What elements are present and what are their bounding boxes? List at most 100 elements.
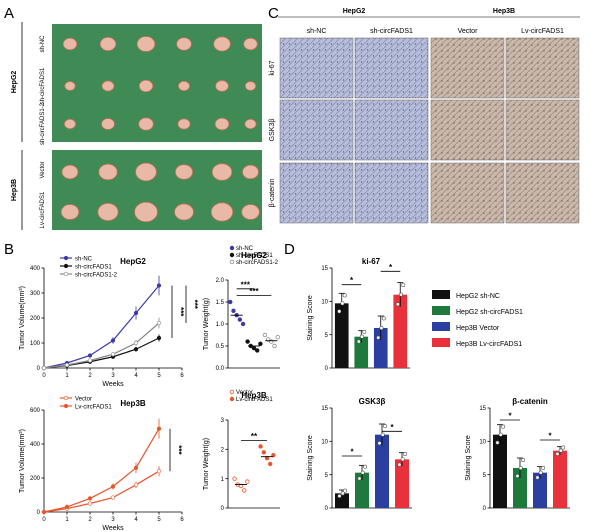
chart-title: HepG2 <box>120 257 146 266</box>
data-point <box>157 336 161 340</box>
data-point <box>88 354 92 358</box>
data-point <box>363 330 366 333</box>
y-tick-label: 0 <box>325 506 329 512</box>
column-number: 1 <box>64 17 68 24</box>
y-tick-label: 600 <box>30 408 41 414</box>
y-tick-label: 0.0 <box>216 366 225 372</box>
bar <box>553 451 567 508</box>
y-tick-label: 15 <box>479 406 486 412</box>
data-point <box>134 347 138 351</box>
data-point <box>401 458 404 461</box>
data-point <box>134 341 138 345</box>
data-point <box>228 300 232 304</box>
tumor-specimen <box>63 38 77 50</box>
legend-marker <box>230 397 234 401</box>
legend-entry: sh-circFADS1-2 <box>236 260 279 266</box>
ihc-image <box>355 100 428 160</box>
legend-entry: Hep3B Vector <box>456 325 500 332</box>
data-point <box>536 476 539 479</box>
legend-entry: sh-circFADS1 <box>236 253 273 259</box>
chart-hepg2-tumor-weight: HepG20.00.51.01.52.0Tumor Weight(g)sh-NC… <box>203 246 280 372</box>
series-line <box>44 471 159 512</box>
tumor-specimen <box>99 164 117 180</box>
chart-title: GSK3β <box>359 397 386 406</box>
ihc-image <box>431 38 504 98</box>
chart-hep3b-tumor-weight: Hep3B0123Tumor Weight(g)VectorLv-circFAD… <box>203 390 280 512</box>
legend-entry: HepG2 sh-NC <box>456 293 500 300</box>
tumor-specimen <box>244 38 258 50</box>
y-tick-label: 1.5 <box>216 300 225 306</box>
tumor-specimen <box>175 165 192 180</box>
row-label-sh-nc: sh-NC <box>40 35 46 53</box>
ihc-image <box>506 38 579 98</box>
x-tick-label: 2 <box>88 517 92 523</box>
column-number: 7 <box>181 17 185 24</box>
data-point <box>232 309 236 313</box>
tumor-specimen <box>62 165 78 179</box>
panel-c-ihc-grid: HepG2 Hep3B sh-NCsh-circFADS1VectorLv-ci… <box>269 8 580 223</box>
legend-entry: Lv-circFADS1 <box>75 404 112 410</box>
panel-label-a: A <box>4 5 14 22</box>
legend-marker <box>64 264 68 268</box>
significance-marker: *** <box>174 445 183 455</box>
data-point <box>262 450 266 454</box>
ihc-group-hep3b: Hep3B <box>493 8 515 15</box>
ihc-image <box>280 38 353 98</box>
y-tick-label: 15 <box>321 406 328 412</box>
data-point <box>246 480 250 484</box>
data-point <box>363 465 366 468</box>
tumor-specimen <box>212 164 232 181</box>
ihc-image <box>355 38 428 98</box>
data-point <box>276 335 280 339</box>
panel-a-tumor-photos: HepG2 Hep3B sh-NC sh-circFADS1 sh-circFA… <box>11 17 263 230</box>
data-point <box>111 496 115 500</box>
x-tick-label: 5 <box>157 517 161 523</box>
tumor-specimen <box>102 119 115 130</box>
significance-marker: *** <box>176 307 185 317</box>
x-tick-label: 2 <box>88 373 92 379</box>
ihc-group-hepg2: HepG2 <box>343 8 366 15</box>
x-axis-label: Weeks <box>102 381 124 388</box>
y-tick-label: 3 <box>221 418 225 424</box>
x-tick-label: 6 <box>180 517 184 523</box>
ihc-image <box>506 163 579 223</box>
y-tick-label: 5 <box>483 473 487 479</box>
y-tick-label: 0 <box>325 366 329 372</box>
significance-marker: * <box>548 432 552 441</box>
x-tick-label: 3 <box>111 517 115 523</box>
data-point <box>111 485 115 489</box>
ihc-column-label: sh-NC <box>307 28 327 35</box>
data-point <box>399 293 402 296</box>
data-point <box>360 335 363 338</box>
column-number: 9 <box>220 17 224 24</box>
y-tick-label: 2.0 <box>216 278 225 284</box>
row-label-sh-circfads1-2: sh-circFADS1-2 <box>40 102 46 145</box>
x-tick-label: 1 <box>65 373 69 379</box>
data-point <box>233 477 237 481</box>
data-point <box>380 326 383 329</box>
y-tick-label: 2 <box>221 448 225 454</box>
tumor-specimen <box>61 205 79 220</box>
y-tick-label: 400 <box>30 266 41 272</box>
series-line <box>44 286 159 369</box>
legend-marker <box>230 390 234 394</box>
y-axis-label: Staining Score <box>307 435 314 481</box>
y-tick-label: 0 <box>37 366 41 372</box>
data-point <box>134 466 138 470</box>
data-point <box>157 427 161 431</box>
chart-title: β-catenin <box>512 397 548 406</box>
legend-entry: Lv-circFADS1 <box>236 397 273 403</box>
ihc-image <box>280 163 353 223</box>
legend-marker <box>230 246 234 250</box>
data-point <box>358 477 361 480</box>
tumor-specimen <box>98 203 118 220</box>
data-point <box>357 340 360 343</box>
significance-marker: *** <box>249 287 259 296</box>
data-point <box>559 449 562 452</box>
column-number: 3 <box>103 17 107 24</box>
chart-hep3b-tumor-volume: Hep3B02004006000123456Tumor Volume(mm³)W… <box>19 396 184 532</box>
legend-marker <box>64 396 68 400</box>
x-tick-label: 4 <box>134 517 138 523</box>
data-point <box>521 458 524 461</box>
tumor-specimen <box>178 119 190 129</box>
